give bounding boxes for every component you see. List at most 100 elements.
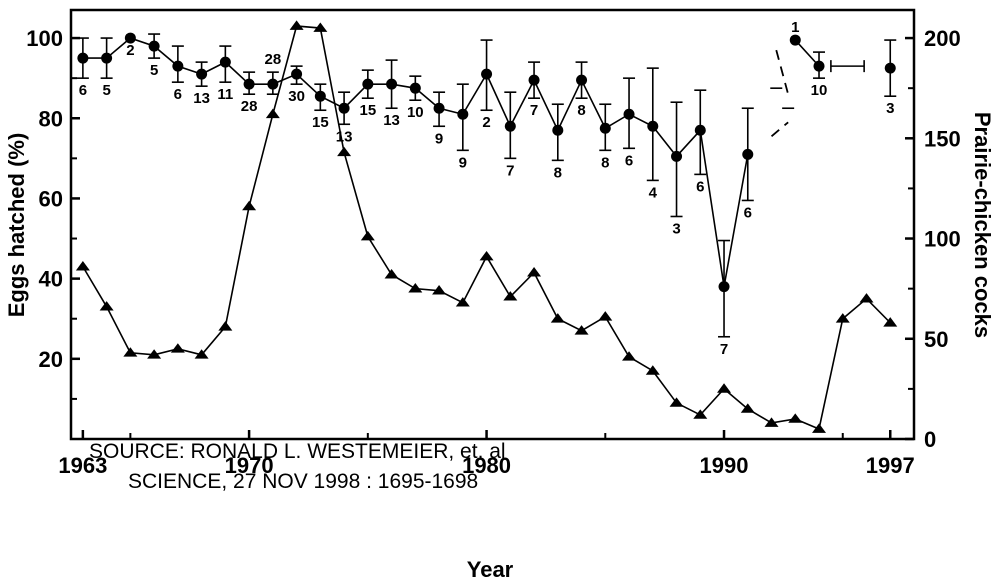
eggs-point-1991 [742, 148, 754, 160]
x-tick-label: 1997 [866, 453, 915, 478]
sample-size-label-1983: 8 [554, 164, 562, 181]
eggs-point-1986 [623, 108, 635, 120]
cocks-point-1970 [242, 200, 257, 211]
sample-size-label-1991: 6 [744, 204, 752, 221]
cocks-point-1977 [408, 283, 423, 293]
cocks-point-1972 [289, 20, 304, 30]
sample-size-label-1977: 10 [407, 104, 424, 121]
prairie-chicken-cocks-series [75, 20, 898, 433]
sample-size-label-1982: 7 [530, 102, 538, 119]
source-note-line-1: SOURCE: RONALD L. WESTEMEIER, et. al [89, 440, 506, 463]
eggs-point-1982 [528, 74, 540, 86]
cocks-point-1974 [337, 146, 352, 157]
eggs-point-1977 [409, 82, 421, 94]
eggs-point-1978 [433, 102, 445, 114]
eggs-point-1976 [386, 78, 398, 90]
cocks-point-1969 [218, 321, 233, 331]
sample-size-label-1979: 9 [459, 154, 467, 171]
y-right-tick-label: 200 [924, 26, 961, 51]
cocks-point-1989 [693, 409, 708, 419]
y-right-tick-label: 0 [924, 427, 936, 452]
y-left-tick-label: 20 [39, 347, 63, 372]
cocks-point-1986 [622, 351, 637, 361]
dashed-link-1 [775, 49, 790, 95]
cocks-point-1980 [479, 250, 494, 261]
cocks-point-1995 [835, 313, 850, 323]
eggs-point-1987 [647, 120, 659, 132]
axes-layer: 1963 1970 1980 1990 1997 20 40 60 80 100 0 50 100 150… [26, 26, 960, 478]
eggs-point-1965 [124, 32, 136, 44]
eggs-point-1974 [338, 102, 350, 114]
sample-size-label-1976: 13 [383, 112, 400, 129]
eggs-point-1963 [77, 52, 89, 64]
sample-size-label-1985: 8 [601, 154, 609, 171]
eggs-point-1970 [243, 78, 255, 90]
x-tick-label: 1990 [700, 453, 749, 478]
eggs-point-1972 [291, 68, 303, 80]
sample-size-label-1974: 13 [336, 128, 353, 145]
cocks-point-1978 [432, 285, 447, 295]
cocks-point-1983 [550, 313, 565, 323]
eggs-point-1964 [101, 52, 113, 64]
sample-size-label-1970: 28 [241, 98, 258, 115]
cocks-point-1990 [717, 383, 732, 393]
eggs-point-1973 [314, 90, 326, 102]
sample-size-label-1978: 9 [435, 130, 443, 147]
y-axis-right-title: Prairie-chicken cocks [970, 112, 995, 338]
cocks-point-1971 [265, 108, 280, 119]
eggs-point-1993 [789, 34, 801, 46]
cocks-point-1966 [147, 349, 162, 359]
eggs-line-main [82, 37, 749, 287]
eggs-point-1981 [504, 120, 516, 132]
sample-size-label-1965: 2 [126, 42, 134, 59]
eggs-line-tail [794, 39, 820, 67]
x-tick-label: 1970 [225, 453, 274, 478]
eggs-point-1989 [694, 124, 706, 136]
eggs-point-1988 [671, 150, 683, 162]
eggs-point-1997 [884, 62, 896, 74]
cocks-point-1967 [170, 343, 185, 353]
cocks-point-1996 [859, 293, 874, 303]
y-left-tick-label: 100 [26, 26, 63, 51]
cocks-point-1985 [598, 311, 613, 321]
eggs-point-1975 [362, 78, 374, 90]
y-axis-left-title: Eggs hatched (%) [4, 133, 29, 318]
eggs-point-1980 [481, 68, 493, 80]
y-right-tick-label: 50 [924, 327, 948, 352]
dashed-link-0 [770, 121, 789, 137]
cocks-point-1997 [883, 317, 898, 327]
eggs-point-1983 [552, 124, 564, 136]
sample-size-label-1972: 30 [288, 88, 305, 105]
cocks-point-1984 [574, 325, 589, 335]
sample-size-label-1964: 5 [102, 82, 110, 99]
cocks-point-1968 [194, 349, 209, 359]
eggs-point-1971 [267, 78, 279, 90]
eggs-point-1967 [172, 60, 184, 72]
cocks-point-1981 [503, 291, 518, 301]
sample-size-label-1997: 3 [886, 100, 894, 117]
plot-frame [69, 8, 916, 441]
eggs-point-1968 [196, 68, 208, 80]
eggs-point-1979 [457, 108, 469, 120]
sample-size-label-1971: 28 [265, 51, 282, 68]
sample-size-label-1984: 8 [577, 102, 585, 119]
cocks-point-1965 [123, 347, 138, 357]
cocks-point-1988 [669, 397, 684, 407]
eggs-hatched-series [76, 32, 897, 338]
cocks-point-1979 [455, 297, 470, 307]
sample-size-label-1986: 6 [625, 152, 633, 169]
cocks-point-1976 [384, 269, 399, 279]
sample-size-label-1968: 13 [193, 90, 210, 107]
cocks-point-1987 [645, 365, 660, 375]
sample-size-label-1963: 6 [79, 82, 87, 99]
sample-size-label-1994: 10 [811, 82, 828, 99]
y-left-tick-label: 80 [39, 106, 63, 131]
cocks-point-1973 [313, 22, 328, 32]
sample-size-label-1969: 11 [217, 86, 233, 103]
x-axis-title: Year [467, 557, 514, 582]
y-left-tick-label: 60 [39, 186, 63, 211]
sample-size-label-1989: 6 [696, 178, 704, 195]
sample-size-label-1981: 7 [506, 162, 514, 179]
